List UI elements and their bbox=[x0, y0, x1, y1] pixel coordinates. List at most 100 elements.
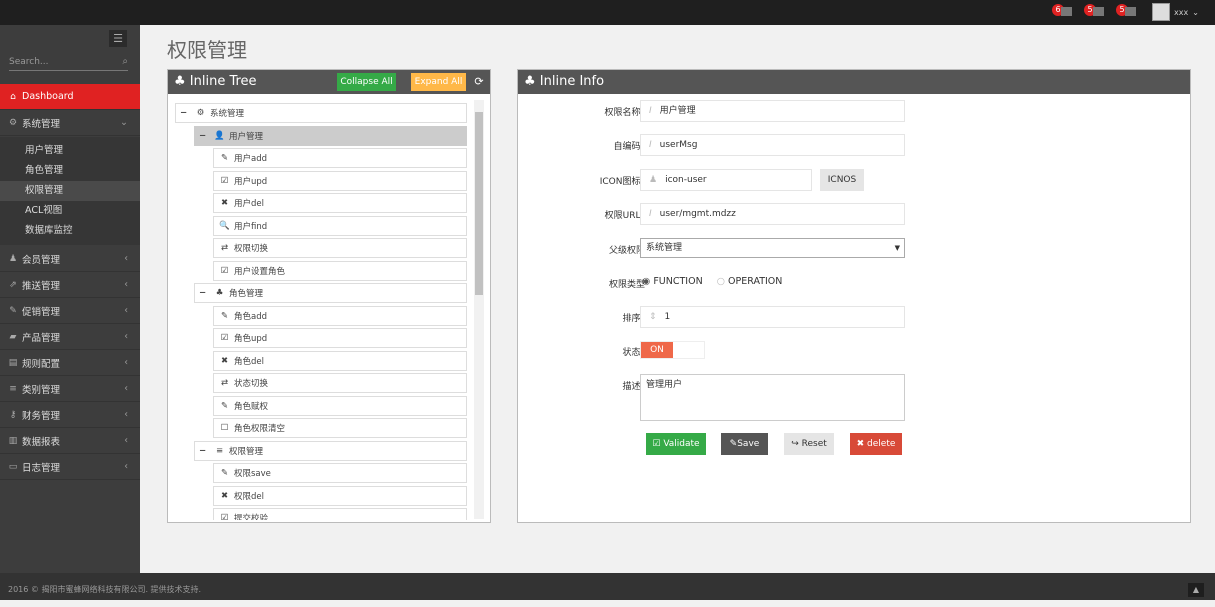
status-toggle[interactable]: ON bbox=[640, 341, 705, 359]
sidebar-item-logs[interactable]: ▭ 日志管理 ‹ bbox=[0, 454, 140, 480]
sidebar-item-categories[interactable]: ≡ 类别管理 ‹ bbox=[0, 376, 140, 402]
search-input[interactable]: Search... ⌕ bbox=[9, 55, 128, 71]
tree-node[interactable]: ✎ 角色赋权 bbox=[213, 395, 467, 416]
tree-node[interactable]: ⇄ 状态切换 bbox=[213, 373, 467, 393]
sidebar-item-products[interactable]: ▰ 产品管理 ‹ bbox=[0, 324, 140, 350]
sidebar-item-dashboard[interactable]: ⌂ Dashboard bbox=[0, 84, 140, 110]
description-textarea[interactable]: 管理用户 bbox=[640, 374, 905, 421]
tree-node[interactable]: ⇄ 权限切换 bbox=[213, 238, 467, 258]
chevron-left-icon: ‹ bbox=[124, 253, 128, 264]
panel-title: Inline Info bbox=[539, 74, 605, 89]
node-label: 状态切换 bbox=[234, 379, 269, 389]
submenu-item-roles[interactable]: 角色管理 bbox=[25, 165, 64, 176]
tree-node[interactable]: ✎ 权限save bbox=[213, 463, 467, 483]
sidebar-item-label: Dashboard bbox=[22, 91, 74, 102]
sidebar-toggle-button[interactable]: ☰ bbox=[109, 30, 127, 47]
node-icon: ☑ bbox=[220, 265, 229, 276]
search-placeholder: Search... bbox=[9, 57, 49, 67]
sidebar-item-finance[interactable]: ⚷ 财务管理 ‹ bbox=[0, 402, 140, 428]
radio-operation[interactable]: ○ OPERATION bbox=[716, 276, 783, 287]
credit-card-icon: ▭ bbox=[8, 461, 18, 472]
collapse-all-button[interactable]: Collapse All bbox=[337, 73, 396, 91]
notification-tasks[interactable]: 5 bbox=[1116, 4, 1140, 18]
tree-node[interactable]: ✎ 角色add bbox=[213, 305, 467, 326]
tree-node[interactable]: ☑ 用户设置角色 bbox=[213, 260, 467, 281]
node-icon: ✖ bbox=[220, 490, 229, 501]
collapse-toggle-icon[interactable]: − bbox=[180, 108, 188, 118]
tree-node[interactable]: − 👤 用户管理 bbox=[194, 125, 467, 146]
submenu-item-permissions[interactable]: 权限管理 bbox=[0, 181, 140, 201]
submenu-item-users[interactable]: 用户管理 bbox=[25, 145, 64, 156]
notification-inbox[interactable]: 5 bbox=[1084, 4, 1108, 18]
user-menu[interactable]: xxx ⌄ bbox=[1152, 3, 1199, 21]
submenu-item-acl[interactable]: ACL视图 bbox=[25, 205, 63, 216]
tree-node[interactable]: − ≡ 权限管理 bbox=[194, 440, 467, 461]
sidebar-item-label: 日志管理 bbox=[22, 462, 61, 474]
text-cursor-icon: I bbox=[649, 140, 652, 150]
submenu-item-db-monitor[interactable]: 数据库监控 bbox=[25, 225, 73, 236]
tree-node[interactable]: ☑ 提交校验 bbox=[213, 508, 467, 520]
name-input[interactable]: I 用户管理 bbox=[640, 100, 905, 122]
notification-bell[interactable]: 6 bbox=[1052, 4, 1076, 18]
node-label: 权限save bbox=[234, 469, 271, 479]
url-label: 权限URL* bbox=[604, 211, 645, 221]
tree-node[interactable]: ✖ 用户del bbox=[213, 193, 467, 213]
tree-node[interactable]: ☑ 角色upd bbox=[213, 328, 467, 348]
tree-node[interactable]: ✖ 角色del bbox=[213, 350, 467, 371]
parent-select[interactable]: 系统管理 ▼ bbox=[640, 238, 905, 258]
order-input[interactable]: ⇕ 1 bbox=[640, 306, 905, 328]
panel-title: Inline Tree bbox=[189, 74, 257, 89]
sidebar-item-rules[interactable]: ▤ 规则配置 ‹ bbox=[0, 350, 140, 376]
share-icon: ↪ bbox=[791, 439, 799, 449]
icons-button[interactable]: ICNOS bbox=[820, 169, 864, 191]
sidebar-item-reports[interactable]: ▥ 数据报表 ‹ bbox=[0, 428, 140, 454]
validate-button[interactable]: ☑ Validate bbox=[646, 433, 706, 455]
node-icon: ☑ bbox=[220, 513, 229, 520]
scrollbar-thumb[interactable] bbox=[475, 112, 483, 295]
sidebar-item-label: 数据报表 bbox=[22, 436, 61, 448]
text-cursor-icon: I bbox=[649, 209, 652, 219]
sidebar-item-members[interactable]: ♟ 会员管理 ‹ bbox=[0, 246, 140, 272]
sidebar-item-promotion[interactable]: ✎ 促销管理 ‹ bbox=[0, 298, 140, 324]
pencil-icon: ✎ bbox=[729, 439, 738, 449]
node-label: 权限del bbox=[234, 491, 264, 502]
pencil-icon: ✎ bbox=[9, 305, 17, 316]
node-icon: 🔍 bbox=[219, 220, 230, 231]
tree-node[interactable]: 🔍 用户find bbox=[213, 215, 467, 236]
scroll-to-top-button[interactable]: ▲ bbox=[1188, 583, 1204, 597]
node-label: 角色upd bbox=[234, 334, 268, 344]
reset-button[interactable]: ↪ Reset bbox=[784, 433, 834, 455]
text-cursor-icon: I bbox=[649, 106, 652, 116]
delete-button[interactable]: ✖ delete bbox=[850, 433, 902, 455]
node-label: 用户upd bbox=[234, 176, 268, 187]
refresh-icon[interactable]: ⟳ bbox=[474, 75, 484, 88]
radio-function[interactable]: ◉ FUNCTION bbox=[642, 276, 703, 287]
collapse-toggle-icon[interactable]: − bbox=[199, 288, 207, 298]
save-button[interactable]: ✎Save bbox=[721, 433, 768, 455]
cogs-icon: ⚙ bbox=[8, 117, 18, 128]
tree-node[interactable]: ✖ 权限del bbox=[213, 485, 467, 506]
tree-node[interactable]: − ⚙ 系统管理 bbox=[175, 103, 467, 123]
sitemap-icon: ♣ bbox=[174, 74, 186, 89]
bell-icon bbox=[1061, 7, 1072, 16]
tree-node[interactable]: ☑ 用户upd bbox=[213, 170, 467, 191]
node-icon: ⇄ bbox=[220, 243, 229, 253]
sidebar-item-system[interactable]: ⚙ 系统管理 ⌄ bbox=[0, 110, 140, 136]
type-label: 权限类型 bbox=[608, 280, 645, 290]
icon-input[interactable]: ♟ icon-user bbox=[640, 169, 812, 191]
tree-scrollbar[interactable] bbox=[474, 100, 484, 519]
submenu: 用户管理 角色管理 权限管理 ACL视图 数据库监控 bbox=[0, 137, 140, 245]
tree-node[interactable]: − ♣ 角色管理 bbox=[194, 283, 467, 303]
collapse-toggle-icon[interactable]: − bbox=[199, 445, 207, 456]
sidebar: ☰ Search... ⌕ ⌂ Dashboard ⚙ 系统管理 ⌄ 用户管理 角色管理… bbox=[0, 25, 140, 573]
sidebar-item-push[interactable]: ⇗ 推送管理 ‹ bbox=[0, 272, 140, 298]
collapse-toggle-icon[interactable]: − bbox=[199, 130, 207, 141]
tree-node[interactable]: ✎ 用户add bbox=[213, 148, 467, 168]
chevron-left-icon: ‹ bbox=[124, 409, 128, 420]
tree-node[interactable]: ☐ 角色权限清空 bbox=[213, 418, 467, 438]
expand-all-button[interactable]: Expand All bbox=[411, 73, 466, 91]
parent-label: 父级权限 bbox=[608, 246, 645, 256]
node-label: 角色del bbox=[234, 356, 264, 367]
